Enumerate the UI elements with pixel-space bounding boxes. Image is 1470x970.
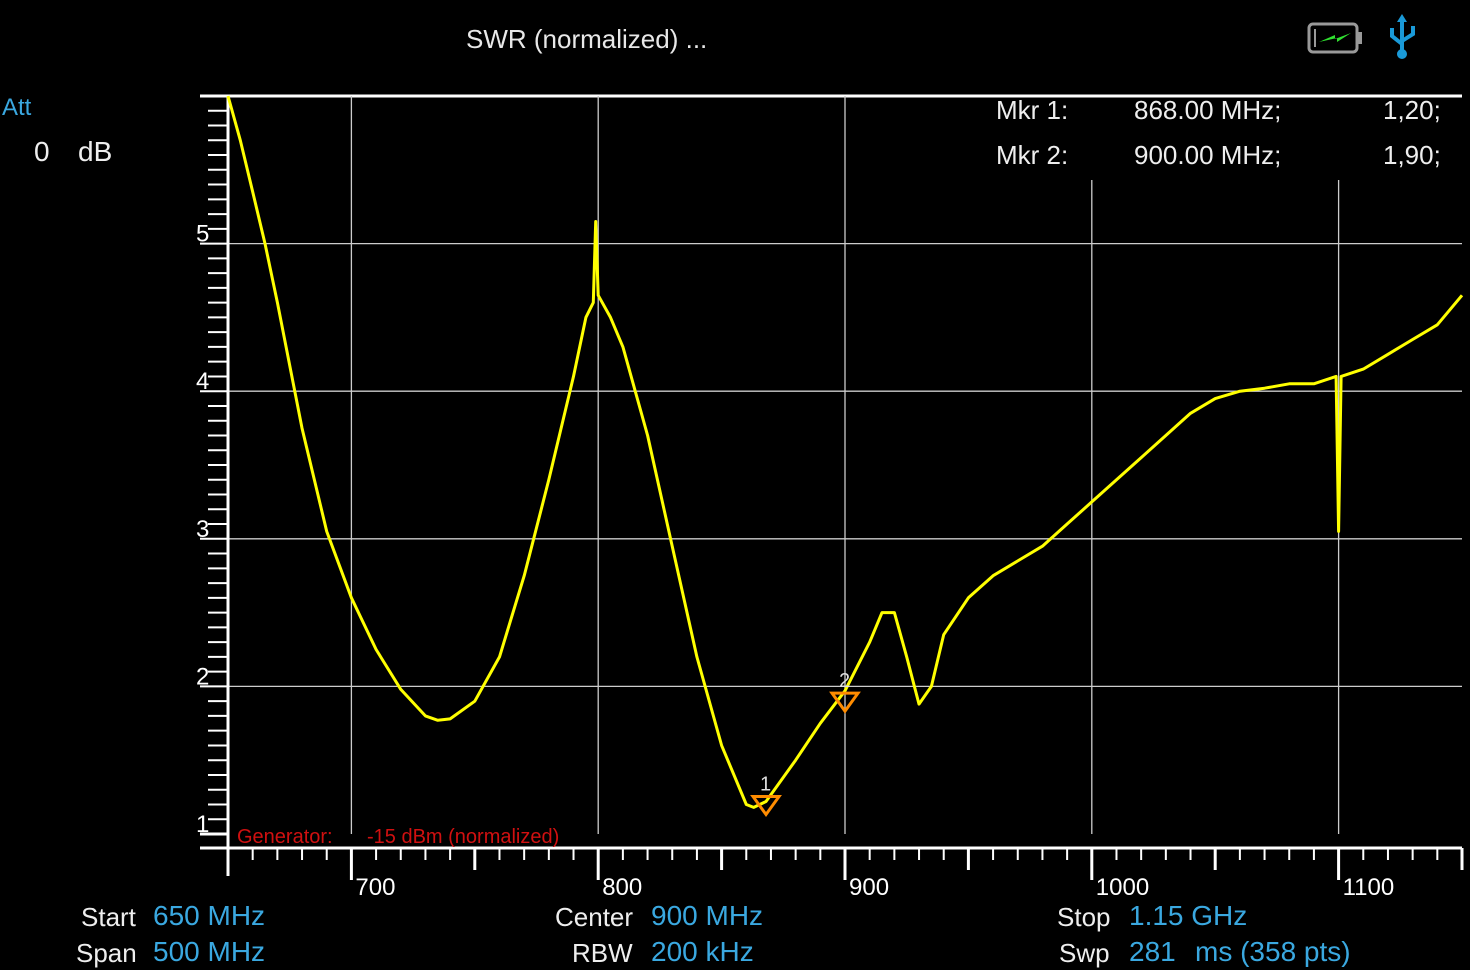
start-value[interactable]: 650 MHz — [153, 900, 266, 931]
x-tick-label: 900 — [849, 874, 889, 901]
marker-1-triangle — [750, 794, 782, 818]
y-tick-label: 1 — [196, 811, 209, 838]
marker-2-triangle — [829, 691, 861, 714]
marker-1-number: 1 — [760, 773, 771, 795]
x-tick-label: 1000 — [1096, 874, 1149, 901]
marker-1-value: 1,20; — [1383, 95, 1441, 125]
screen-title: SWR (normalized) ... — [466, 24, 708, 54]
generator-value: -15 dBm (normalized) — [367, 826, 560, 848]
y-tick-label: 3 — [196, 516, 209, 543]
sweep-label: Swp — [1059, 938, 1110, 968]
marker-2-number: 2 — [839, 670, 850, 692]
span-label: Span — [76, 938, 137, 968]
center-value[interactable]: 900 MHz — [651, 900, 764, 931]
start-label: Start — [81, 902, 136, 932]
rbw-value[interactable]: 200 kHz — [651, 936, 754, 967]
attenuation-unit: dB — [78, 136, 113, 167]
marker-1-label: Mkr 1: — [996, 95, 1069, 125]
marker-2-value: 1,90; — [1383, 140, 1441, 170]
sweep-value[interactable]: 281 — [1129, 936, 1176, 967]
y-tick-label: 4 — [196, 368, 209, 395]
rbw-label: RBW — [572, 938, 633, 968]
marker-2-label: Mkr 2: — [996, 140, 1069, 170]
y-tick-label: 5 — [196, 221, 209, 248]
usb-icon — [1390, 14, 1415, 59]
x-tick-label: 700 — [355, 874, 395, 901]
sweep-unit: ms (358 pts) — [1195, 936, 1351, 967]
y-tick-label: 2 — [196, 663, 209, 690]
generator-label: Generator: — [237, 826, 333, 848]
center-label: Center — [555, 902, 634, 932]
stop-value[interactable]: 1.15 GHz — [1129, 900, 1248, 931]
x-tick-label: 1100 — [1343, 874, 1395, 901]
span-value[interactable]: 500 MHz — [153, 936, 266, 967]
marker-2-frequency: 900.00 MHz; — [1134, 140, 1282, 170]
stop-label: Stop — [1057, 902, 1111, 932]
attenuation-value: 0 — [34, 136, 50, 167]
marker-1-frequency: 868.00 MHz; — [1134, 95, 1282, 125]
battery-charging-icon — [1307, 22, 1362, 54]
swr-trace — [226, 95, 1464, 809]
x-tick-label: 800 — [602, 874, 642, 901]
attenuation-label: Att — [2, 94, 32, 121]
